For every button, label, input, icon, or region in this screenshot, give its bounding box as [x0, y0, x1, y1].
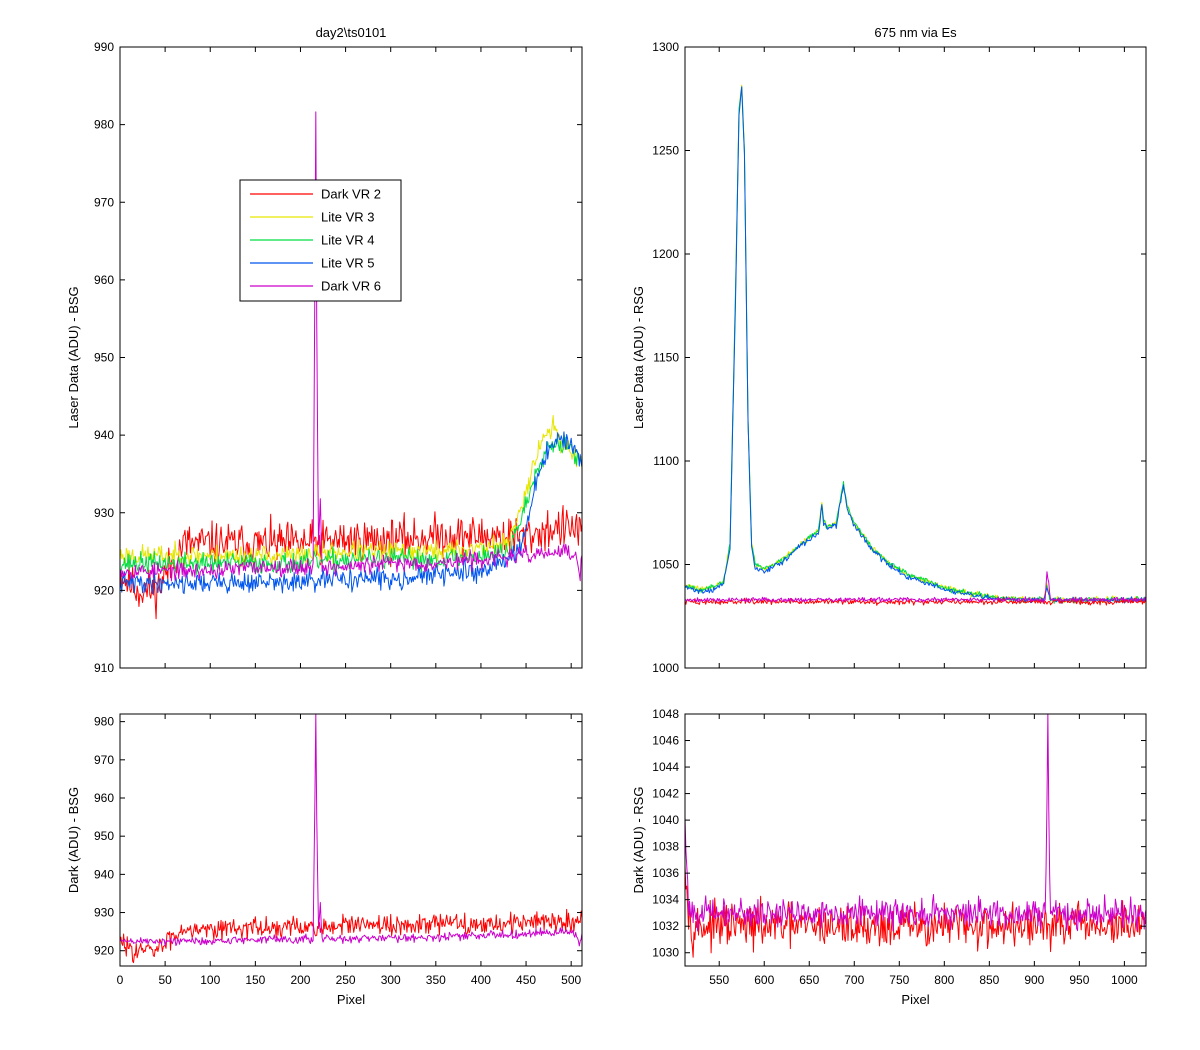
x-tick-label: 1000	[1111, 973, 1138, 987]
x-tick-label: 250	[336, 973, 356, 987]
legend-label: Lite VR 5	[321, 256, 374, 271]
x-tick-label: 950	[1069, 973, 1089, 987]
series-line-dark-vr-6	[120, 111, 582, 582]
series-line-lite-vr-5	[685, 86, 1146, 604]
legend: Dark VR 2 Lite VR 3 Lite VR 4 Lite VR 5 …	[239, 179, 402, 302]
y-tick-label: 950	[94, 351, 114, 365]
y-tick-label: 950	[94, 829, 114, 843]
y-tick-label: 1038	[652, 840, 679, 854]
chart-title: day2\ts0101	[316, 25, 387, 40]
y-axis-label: Dark (ADU) - RSG	[631, 787, 646, 894]
series-line-lite-vr-5	[120, 431, 582, 595]
y-tick-label: 940	[94, 428, 114, 442]
x-tick-label: 650	[799, 973, 819, 987]
x-axis-label: Pixel	[337, 992, 365, 1007]
x-tick-label: 600	[754, 973, 774, 987]
y-tick-label: 1044	[652, 760, 679, 774]
y-axis-label: Laser Data (ADU) - BSG	[66, 286, 81, 428]
y-axis-label: Laser Data (ADU) - RSG	[631, 286, 646, 429]
legend-entry-dark-vr-2: Dark VR 2	[250, 187, 381, 202]
series-group	[685, 84, 1146, 606]
series-line-dark-vr-2	[120, 908, 582, 964]
legend-entry-lite-vr-5: Lite VR 5	[250, 256, 374, 271]
x-tick-label: 700	[844, 973, 864, 987]
y-axis-label: Dark (ADU) - BSG	[66, 787, 81, 893]
series-group	[685, 714, 1146, 958]
y-tick-label: 940	[94, 867, 114, 881]
y-tick-label: 1036	[652, 866, 679, 880]
legend-entry-dark-vr-6: Dark VR 6	[250, 279, 381, 294]
y-tick-label: 910	[94, 661, 114, 675]
y-tick-label: 1150	[653, 351, 679, 365]
y-tick-label: 960	[94, 791, 114, 805]
x-tick-label: 450	[516, 973, 536, 987]
x-tick-label: 150	[245, 973, 265, 987]
y-tick-label: 1250	[652, 144, 679, 158]
x-axis-label: Pixel	[901, 992, 929, 1007]
panel-bottom-right: 550 600 650 700 750 800 850 900 950 1000 1030 1032 1…	[631, 707, 1147, 1007]
x-tick-label: 200	[290, 973, 310, 987]
y-tick-label: 1032	[652, 919, 679, 933]
x-tick-label: 550	[709, 973, 729, 987]
y-tick-label: 1000	[652, 661, 679, 675]
y-tick-label: 1048	[652, 707, 679, 721]
y-tick-label: 970	[94, 195, 114, 209]
y-tick-label: 1030	[652, 946, 679, 960]
series-line-lite-vr-3	[120, 415, 582, 570]
series-line-dark-vr-6	[685, 571, 1146, 603]
legend-label: Dark VR 2	[321, 187, 381, 202]
axes-frame	[684, 713, 1147, 967]
y-tick-label: 1034	[652, 893, 679, 907]
y-tick-label: 1042	[652, 787, 679, 801]
series-line-dark-vr-6	[120, 714, 582, 947]
x-tick-label: 0	[117, 973, 124, 987]
y-tick-label: 920	[94, 583, 114, 597]
panel-top-left: 910 920 930 940 950 960 970 980 990 day2\ts0101 La…	[66, 25, 583, 675]
y-tick-label: 990	[94, 40, 114, 54]
y-tick-label: 930	[94, 906, 114, 920]
y-tick-label: 1300	[652, 40, 679, 54]
x-tick-label: 750	[889, 973, 909, 987]
x-tick-label: 900	[1024, 973, 1044, 987]
x-tick-label: 400	[471, 973, 491, 987]
panel-top-right: 1000 1050 1100 1150 1200 1250 1300 675 nm via E…	[631, 25, 1147, 675]
series-line-dark-vr-2	[685, 865, 1146, 958]
x-tick-label: 300	[381, 973, 401, 987]
x-tick-label: 50	[158, 973, 172, 987]
y-tick-label: 960	[94, 273, 114, 287]
y-tick-label: 1050	[652, 558, 679, 572]
legend-label: Lite VR 4	[321, 233, 374, 248]
series-line-dark-vr-2	[685, 597, 1146, 606]
y-tick-label: 970	[94, 753, 114, 767]
axes-frame	[119, 713, 583, 967]
y-tick-label: 1100	[653, 454, 679, 468]
x-tick-label: 350	[426, 973, 446, 987]
series-group	[120, 111, 582, 620]
y-tick-label: 980	[94, 118, 114, 132]
legend-entry-lite-vr-3: Lite VR 3	[250, 210, 374, 225]
series-line-dark-vr-6	[685, 714, 1146, 932]
legend-label: Dark VR 6	[321, 279, 381, 294]
chart-title: 675 nm via Es	[874, 25, 957, 40]
x-tick-label: 800	[934, 973, 954, 987]
x-tick-label: 100	[200, 973, 220, 987]
legend-label: Lite VR 3	[321, 210, 374, 225]
y-tick-label: 980	[94, 715, 114, 729]
y-tick-label: 1040	[652, 813, 679, 827]
y-tick-label: 930	[94, 506, 114, 520]
series-group	[120, 714, 582, 964]
panel-bottom-left: 0 50 100 150 200 250 300 350 400 450 500 920 930 940 9…	[66, 713, 583, 1007]
legend-entry-lite-vr-4: Lite VR 4	[250, 233, 374, 248]
x-tick-label: 500	[561, 973, 581, 987]
y-tick-label: 1200	[652, 247, 679, 261]
y-tick-label: 1046	[652, 734, 679, 748]
x-tick-label: 850	[979, 973, 999, 987]
y-tick-label: 920	[94, 944, 114, 958]
